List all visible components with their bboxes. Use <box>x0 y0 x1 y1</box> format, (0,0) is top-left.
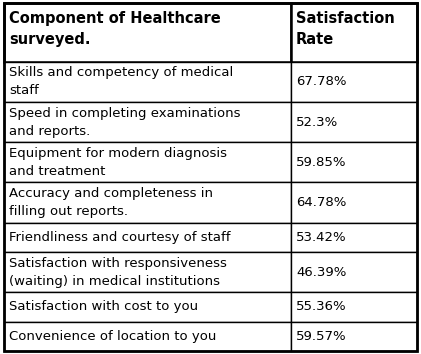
Text: Satisfaction
Rate: Satisfaction Rate <box>296 11 395 47</box>
Bar <box>4 3 291 62</box>
Text: 52.3%: 52.3% <box>296 116 338 129</box>
Text: 46.39%: 46.39% <box>296 266 346 279</box>
Bar <box>291 223 417 252</box>
Text: Component of Healthcare
surveyed.: Component of Healthcare surveyed. <box>9 11 221 47</box>
Text: Skills and competency of medical
staff: Skills and competency of medical staff <box>9 67 233 97</box>
Bar <box>291 62 417 102</box>
Bar <box>4 321 291 351</box>
Text: 59.57%: 59.57% <box>296 330 346 343</box>
Text: Speed in completing examinations
and reports.: Speed in completing examinations and rep… <box>9 107 240 138</box>
Bar <box>4 252 291 292</box>
Bar <box>291 321 417 351</box>
Bar <box>291 3 417 62</box>
Text: Convenience of location to you: Convenience of location to you <box>9 330 216 343</box>
Bar <box>4 182 291 223</box>
Text: Satisfaction with responsiveness
(waiting) in medical institutions: Satisfaction with responsiveness (waitin… <box>9 257 227 287</box>
Bar <box>291 252 417 292</box>
Bar <box>4 62 291 102</box>
Text: 53.42%: 53.42% <box>296 231 346 244</box>
Text: 67.78%: 67.78% <box>296 75 346 88</box>
Text: 64.78%: 64.78% <box>296 196 346 209</box>
Bar <box>4 142 291 182</box>
Bar <box>4 292 291 321</box>
Text: 55.36%: 55.36% <box>296 301 346 313</box>
Text: Satisfaction with cost to you: Satisfaction with cost to you <box>9 301 198 313</box>
Text: 59.85%: 59.85% <box>296 156 346 169</box>
Bar <box>4 223 291 252</box>
Text: Accuracy and completeness in
filling out reports.: Accuracy and completeness in filling out… <box>9 187 213 218</box>
Bar <box>291 102 417 142</box>
Bar <box>291 142 417 182</box>
Bar <box>4 102 291 142</box>
Text: Friendliness and courtesy of staff: Friendliness and courtesy of staff <box>9 231 231 244</box>
Bar <box>291 182 417 223</box>
Bar <box>291 292 417 321</box>
Text: Equipment for modern diagnosis
and treatment: Equipment for modern diagnosis and treat… <box>9 147 227 178</box>
